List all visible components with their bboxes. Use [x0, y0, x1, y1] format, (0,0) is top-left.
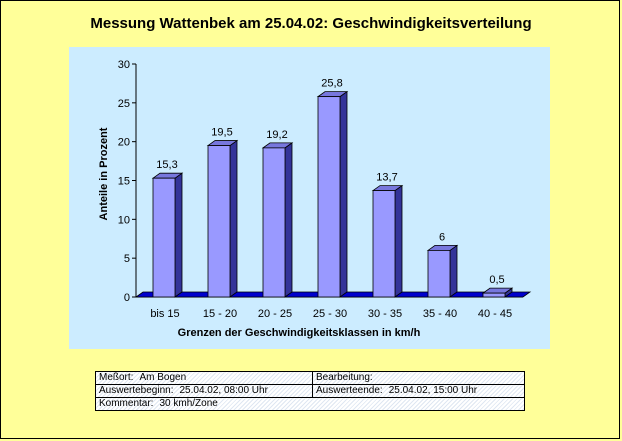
bar-data-label: 15,3	[156, 159, 177, 171]
x-axis-title: Grenzen der Geschwindigkeitsklassen in k…	[178, 327, 421, 339]
chart-title: Messung Wattenbek am 25.04.02: Geschwind…	[90, 15, 532, 32]
x-tick-label: 30 - 35	[368, 308, 402, 320]
x-tick-label: 40 - 45	[478, 308, 512, 320]
kommentar-value: 30 kmh/Zone	[159, 398, 218, 409]
bar-side	[449, 244, 458, 298]
y-tick-label: 10	[118, 214, 130, 226]
bar-side	[394, 184, 403, 298]
bearbeitung-label: Bearbeitung:	[316, 372, 373, 383]
auswertebeginn-value: 25.04.02, 08:00 Uhr	[179, 385, 268, 396]
messort-cell: Meßort: Am Bogen	[95, 371, 313, 385]
bars	[151, 90, 514, 298]
x-tick-label: bis 15	[150, 308, 179, 320]
bar-front	[482, 292, 506, 298]
bar-front	[317, 96, 341, 298]
kommentar-label: Kommentar:	[99, 398, 154, 409]
y-tick-label: 5	[124, 253, 130, 265]
info-table: Meßort: Am Bogen Bearbeitung: Auswertebeg…	[95, 371, 525, 411]
bar	[206, 139, 239, 298]
y-axis-title: Anteile in Prozent	[98, 127, 110, 220]
bar	[261, 142, 294, 298]
bar-data-label: 0,5	[489, 274, 504, 286]
bar	[316, 90, 349, 298]
labels: 15,3 bis 15 19,5 15 - 20 19,2 20 - 25 25,8 25 -…	[150, 78, 512, 320]
messort-value: Am Bogen	[139, 372, 187, 383]
x-tick-label: 20 - 25	[258, 308, 292, 320]
kommentar-cell: Kommentar: 30 kmh/Zone	[95, 397, 525, 411]
bar-side	[229, 139, 238, 298]
y-tick-label: 25	[118, 98, 130, 110]
auswertebeginn-cell: Auswertebeginn: 25.04.02, 08:00 Uhr	[95, 384, 313, 398]
info-row-1: Meßort: Am Bogen Bearbeitung:	[95, 371, 525, 385]
messort-label: Meßort:	[99, 372, 134, 383]
bar-side	[174, 172, 183, 298]
bar-side	[284, 142, 293, 298]
y-tick-label: 20	[118, 137, 130, 149]
x-tick-label: 35 - 40	[423, 308, 457, 320]
bar-data-label: 13,7	[376, 172, 397, 184]
bar-front	[207, 145, 231, 298]
auswerteende-label: Auswerteende:	[316, 385, 383, 396]
bar-data-label: 6	[439, 231, 445, 243]
bar-data-label: 19,2	[266, 129, 287, 141]
bar-data-label: 19,5	[211, 127, 232, 139]
auswertebeginn-label: Auswertebeginn:	[99, 385, 174, 396]
bar-data-label: 25,8	[321, 78, 342, 90]
bar-front	[262, 147, 286, 298]
x-tick-label: 25 - 30	[313, 308, 347, 320]
plot-area: 0 5 10 15 20 25 30 15,3 bis 15 19,5 15 - 20 19,2 20…	[69, 47, 550, 349]
auswerteende-cell: Auswerteende: 25.04.02, 15:00 Uhr	[312, 384, 525, 398]
bar	[371, 184, 404, 298]
bar-chart: 0 5 10 15 20 25 30 15,3 bis 15 19,5 15 - 20 19,2 20…	[98, 59, 532, 339]
y-tick-label: 30	[118, 59, 130, 71]
y-tick-label: 0	[124, 292, 130, 304]
bar-side	[339, 90, 348, 298]
bar-front	[372, 190, 396, 298]
bar-front	[427, 249, 451, 298]
bearbeitung-cell: Bearbeitung:	[312, 371, 525, 385]
bar	[151, 172, 184, 298]
auswerteende-value: 25.04.02, 15:00 Uhr	[388, 385, 478, 396]
bar	[426, 244, 459, 298]
y-tick-label: 15	[118, 176, 130, 188]
info-row-3: Kommentar: 30 kmh/Zone	[95, 397, 525, 411]
bar	[481, 287, 514, 298]
x-tick-label: 15 - 20	[203, 308, 237, 320]
bar-front	[152, 177, 176, 298]
info-row-2: Auswertebeginn: 25.04.02, 08:00 Uhr Auswe…	[95, 384, 525, 398]
